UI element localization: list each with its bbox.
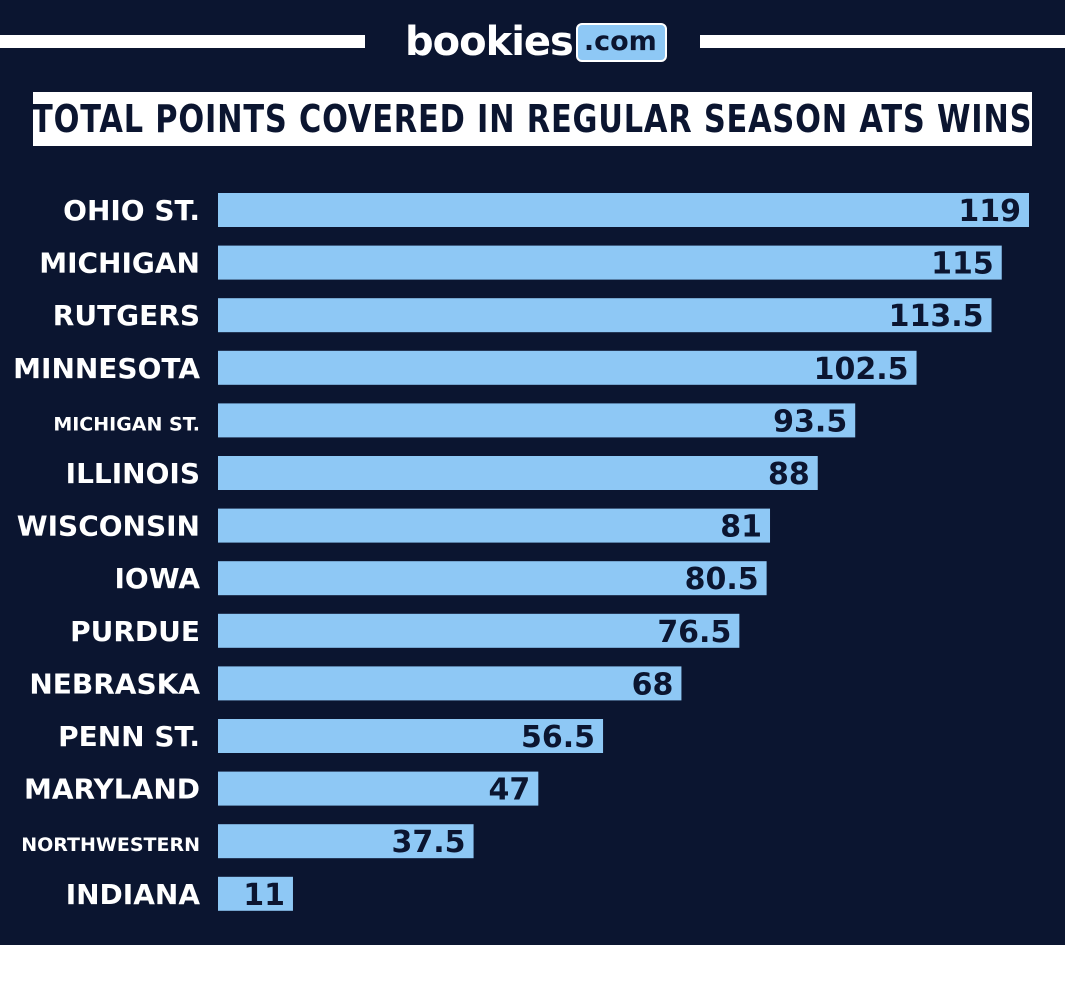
category-label: PENN ST.: [58, 720, 200, 753]
value-label: 80.5: [685, 562, 759, 597]
header-rule-left: [0, 35, 365, 48]
value-label: 76.5: [657, 615, 731, 650]
title-banner: TOTAL POINTS COVERED IN REGULAR SEASON A…: [32, 92, 1033, 146]
value-label: 56.5: [521, 720, 595, 755]
value-label: 11: [243, 878, 285, 913]
bar-nebraska: [218, 666, 682, 701]
category-label: MICHIGAN ST.: [53, 413, 200, 435]
bar-iowa: [218, 561, 767, 596]
value-label: 113.5: [889, 299, 984, 334]
category-label: MICHIGAN: [39, 247, 200, 280]
value-label: 93.5: [773, 404, 847, 439]
category-label: RUTGERS: [53, 299, 200, 332]
infographic-background: bookies .com TOTAL POINTS COVERED IN REG…: [0, 0, 1065, 945]
bar-northwestern: [218, 824, 474, 859]
category-label: MARYLAND: [24, 773, 200, 806]
category-label: WISCONSIN: [17, 510, 200, 543]
bar-michigan-st: [218, 403, 856, 438]
value-label: 81: [720, 510, 762, 545]
category-label: ILLINOIS: [66, 457, 200, 490]
bar-rutgers: [218, 298, 992, 333]
category-label: NEBRASKA: [29, 667, 200, 700]
brand-suffix-badge: .com: [575, 22, 667, 62]
category-label: MINNESOTA: [13, 352, 200, 385]
bar-wisconsin: [218, 508, 771, 543]
category-label: OHIO ST.: [63, 194, 200, 227]
bar-illinois: [218, 456, 818, 490]
brand-name: bookies: [405, 19, 574, 65]
bar-chart: OHIO ST. 119 MICHIGAN 115 RUTGERS 113.5 MINNES…: [13, 193, 1029, 913]
value-label: 68: [632, 667, 674, 702]
brand-logo: bookies .com: [405, 18, 667, 66]
bar-michigan: [218, 245, 1002, 280]
value-label: 88: [768, 457, 810, 492]
chart-title: TOTAL POINTS COVERED IN REGULAR SEASON A…: [32, 97, 1033, 141]
bar-purdue: [218, 613, 740, 648]
value-label: 47: [489, 773, 531, 808]
bar-ohio-st: [218, 193, 1029, 227]
bar-indiana: [218, 876, 293, 911]
category-label: NORTHWESTERN: [21, 834, 200, 856]
category-label: IOWA: [114, 562, 200, 595]
category-label: INDIANA: [66, 878, 201, 911]
header-rule-right: [700, 35, 1065, 48]
bar-penn-st: [218, 719, 604, 753]
value-label: 37.5: [392, 825, 466, 860]
value-label: 119: [958, 194, 1021, 229]
value-label: 115: [931, 247, 994, 282]
category-label: PURDUE: [70, 615, 200, 648]
value-label: 102.5: [814, 352, 909, 387]
bar-maryland: [218, 771, 539, 806]
bar-minnesota: [218, 350, 917, 385]
